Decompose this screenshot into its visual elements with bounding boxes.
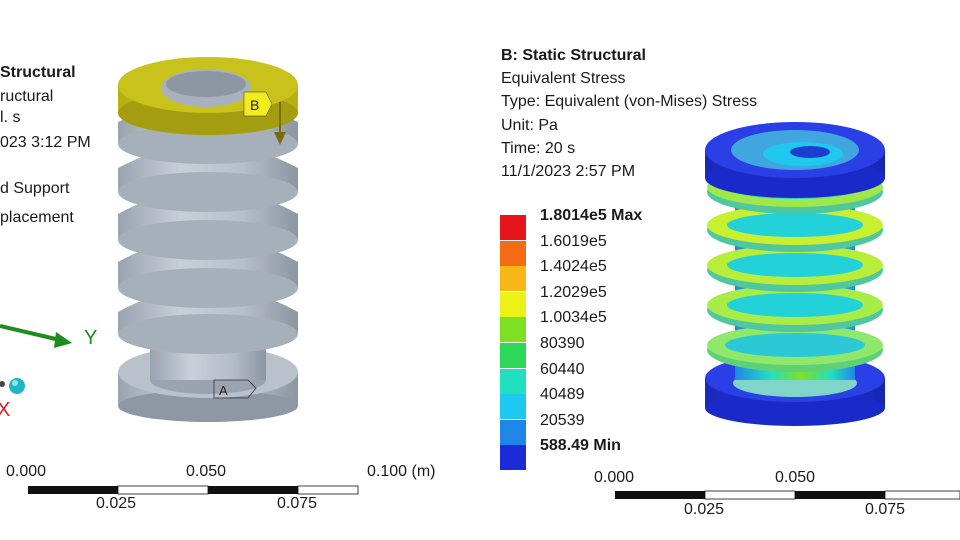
legend-label: 40489 — [540, 386, 585, 404]
legend-label: 1.8014e5 Max — [540, 207, 643, 224]
gray-spring-model[interactable] — [118, 57, 298, 422]
marker-a[interactable]: A — [213, 379, 257, 399]
left-title: Structural — [0, 61, 76, 85]
legend-swatch — [500, 419, 526, 445]
legend-label: 1.6019e5 — [540, 232, 607, 250]
legend-swatch — [500, 291, 526, 317]
legend-swatch — [500, 317, 526, 343]
left-line-3: 023 3:12 PM — [0, 134, 91, 151]
right-scale-bar — [615, 490, 960, 500]
left-line-1: ructural — [0, 88, 54, 105]
right-scale-label-1: 0.050 — [775, 469, 816, 486]
coordinate-triad: Y X — [0, 324, 97, 421]
left-scale-label-0: 0.000 — [6, 463, 47, 480]
legend-swatch — [500, 394, 526, 420]
result-time: Time: 20 s — [501, 140, 576, 157]
legend-label: 1.2029e5 — [540, 283, 607, 301]
marker-a-label: A — [219, 383, 228, 398]
axis-x-label: X — [0, 399, 10, 421]
left-scale-label-2: 0.100 (m) — [367, 463, 436, 480]
legend-label: 1.0034e5 — [540, 309, 607, 327]
result-title: B: Static Structural — [501, 47, 646, 64]
legend-label: 588.49 Min — [540, 437, 621, 455]
legend-swatch — [500, 343, 526, 368]
legend-label: 20539 — [540, 411, 585, 429]
legend-label: 60440 — [540, 360, 585, 378]
legend-swatch — [500, 266, 526, 292]
left-line-2: l. s — [0, 109, 21, 126]
legend-swatch — [500, 240, 526, 266]
left-title-text: Structural — [0, 64, 76, 81]
marker-b-label: B — [250, 97, 259, 113]
marker-b[interactable]: B — [243, 91, 286, 145]
legend-label: 80390 — [540, 335, 585, 352]
axis-y-label: Y — [84, 327, 97, 349]
result-type: Type: Equivalent (von-Mises) Stress — [501, 93, 758, 110]
legend-swatch — [500, 215, 526, 240]
right-scale-label-0: 0.000 — [594, 469, 635, 486]
legend-label: 1.4024e5 — [540, 258, 607, 276]
left-scale-mid-1: 0.075 — [277, 495, 318, 512]
result-date: 11/1/2023 2:57 PM — [501, 163, 636, 180]
left-item-displacement[interactable]: placement — [0, 209, 74, 226]
legend-swatch — [500, 445, 526, 471]
result-unit: Unit: Pa — [501, 117, 558, 134]
result-subtitle: Equivalent Stress — [501, 70, 626, 87]
right-scale-mid-1: 0.075 — [865, 501, 906, 518]
legend-swatch — [500, 368, 526, 394]
stress-result-model[interactable] — [705, 122, 885, 426]
left-scale-bar — [28, 485, 359, 495]
right-scale-mid-0: 0.025 — [684, 501, 725, 518]
left-scale-mid-0: 0.025 — [96, 495, 137, 512]
left-scale-label-1: 0.050 — [186, 463, 227, 480]
left-item-support[interactable]: d Support — [0, 180, 70, 197]
